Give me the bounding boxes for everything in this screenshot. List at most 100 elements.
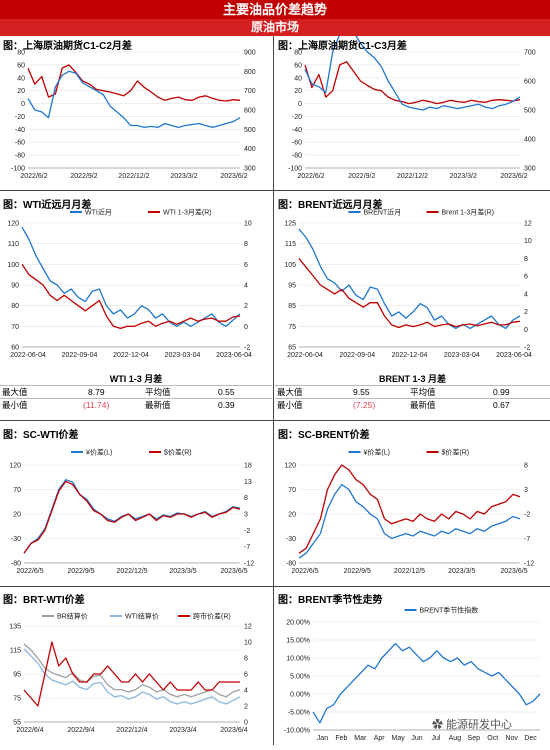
chart-c6: 120 70 20 -30 -80 8 3 -2 -7 -12 2022/6/5 2022/9/5 20… <box>284 448 534 576</box>
y-tick-label-left: 115 <box>10 648 21 655</box>
chart-title: 图：WTI近远月月差 <box>3 200 92 211</box>
chart-title: 图：上海原油期货C1-C3月差 <box>278 41 407 52</box>
y-tick-label-right: 8 <box>244 656 248 663</box>
max-label: 最大值 <box>2 387 28 397</box>
avg-value: 0.99 <box>493 387 510 397</box>
series-line <box>27 70 241 129</box>
y-tick-label-left: 70 <box>288 487 296 494</box>
min-label: 最小值 <box>2 400 28 410</box>
y-tick-label-right: 300 <box>524 166 536 173</box>
latest-value: 0.39 <box>218 400 235 410</box>
chart-title: 图：BRT-WTI价差 <box>3 595 85 606</box>
y-tick-label-left: 120 <box>7 221 19 228</box>
x-tick-label: 2023/3/4 <box>169 727 196 734</box>
series-line <box>298 257 521 329</box>
y-tick-label-left: 70 <box>11 324 19 331</box>
y-tick-label-right: 600 <box>524 79 536 86</box>
y-tick-label-left: -30 <box>286 536 296 543</box>
y-tick-label-right: 10 <box>524 238 532 245</box>
y-tick-label-left: 90 <box>11 283 19 290</box>
y-tick-label-left: -5.00% <box>288 710 310 717</box>
legend-label: BR结算价 <box>57 612 88 621</box>
y-tick-label-left: 105 <box>284 262 296 269</box>
x-tick-label: 2023-06-04 <box>496 352 532 359</box>
avg-label: 平均值 <box>145 387 171 397</box>
chart-c5: 120 70 20 -30 -80 18 13 8 3 -2 -7 -12 2022/6/5 2022/9… <box>9 448 254 576</box>
y-tick-label-left: 60 <box>17 62 25 69</box>
series-line <box>23 643 241 698</box>
y-tick-label-right: 0 <box>244 324 248 331</box>
series-line <box>21 226 241 327</box>
row-divider <box>0 190 550 191</box>
chart-title: 图：BRENT近远月月差 <box>278 200 383 211</box>
max-value: 8.79 <box>88 387 105 397</box>
x-tick-label: 2022/12/5 <box>116 568 147 575</box>
y-tick-label-left: -40 <box>292 127 302 134</box>
series-line <box>298 228 521 330</box>
y-tick-label-left: -80 <box>15 153 25 160</box>
x-tick-label: 2023/6/5 <box>500 568 527 575</box>
latest-label: 最新值 <box>410 400 436 410</box>
y-tick-label-right: 400 <box>524 137 536 144</box>
y-tick-label-right: 2 <box>524 309 528 316</box>
x-tick-label: Aug <box>449 735 462 742</box>
x-tick-label: 2023/3/2 <box>450 173 477 180</box>
y-tick-label-left: 80 <box>11 303 19 310</box>
y-tick-label-right: -2 <box>244 528 250 535</box>
y-tick-label-left: 20 <box>17 88 25 95</box>
chart-panel-brent: 图：BRENT近远月月差 125 115 105 95 85 75 65 12 10 8 6 4 2 0 -… <box>275 195 550 367</box>
y-tick-label-left: 80 <box>294 50 302 57</box>
y-tick-label-left: 100 <box>7 262 19 269</box>
y-tick-label-left: 0 <box>298 101 302 108</box>
x-tick-label: 2023/6/4 <box>220 727 247 734</box>
x-tick-label: 2022-09-04 <box>339 352 375 359</box>
y-tick-label-left: 20.00% <box>286 620 310 627</box>
chart-c2: 80 60 40 20 0 -20 -40 -60 -80 -100 700 600 500 400 300… <box>288 28 536 180</box>
x-tick-label: 2023-03-04 <box>444 352 480 359</box>
y-tick-label-left: 125 <box>284 221 296 228</box>
y-tick-label-right: 8 <box>244 241 248 248</box>
x-tick-label: 2023/6/2 <box>500 173 527 180</box>
x-tick-label: 2023-06-04 <box>216 352 252 359</box>
y-tick-label-right: 8 <box>244 495 248 502</box>
y-tick-label-right: 13 <box>244 479 252 486</box>
y-tick-label-right: -7 <box>244 544 250 551</box>
x-tick-label: 2022/6/4 <box>16 727 43 734</box>
legend-label: WTI结算价 <box>125 612 159 621</box>
y-tick-label-left: -20 <box>15 114 25 121</box>
y-tick-label-left: -60 <box>292 140 302 147</box>
y-tick-label-right: 10 <box>244 640 252 647</box>
x-tick-label: 2023-03-04 <box>165 352 201 359</box>
y-tick-label-left: 20 <box>288 512 296 519</box>
chart-title: 图：SC-WTI价差 <box>3 430 79 441</box>
x-tick-label: Sep <box>468 735 481 742</box>
x-tick-label: 2023/3/5 <box>448 568 475 575</box>
y-tick-label-left: 10.00% <box>286 656 310 663</box>
x-tick-label: 2022-12-04 <box>392 352 428 359</box>
y-tick-label-left: -20 <box>292 114 302 121</box>
x-tick-label: Jan <box>317 735 328 742</box>
avg-value: 0.55 <box>218 387 235 397</box>
series-line <box>304 61 521 105</box>
x-tick-label: 2022/9/5 <box>67 568 94 575</box>
y-tick-label-right: 900 <box>244 50 256 57</box>
x-tick-label: 2022/9/4 <box>67 727 94 734</box>
y-tick-label-left: -10.00% <box>284 728 310 735</box>
chart-c1: 80 60 40 20 0 -20 -40 -60 -80 -100 900 800 700 600 500… <box>11 50 256 181</box>
series-line <box>21 263 241 330</box>
x-tick-label: Apr <box>374 735 386 742</box>
chart-c8: 20.00% 15.00% 10.00% 5.00% 0.00% -5.00% -10.00… <box>284 606 541 742</box>
y-tick-label-left: 40 <box>17 75 25 82</box>
y-tick-label-left: 110 <box>8 241 19 248</box>
y-tick-label-right: -2 <box>524 512 530 519</box>
y-tick-label-right: -2 <box>244 345 250 352</box>
y-tick-label-left: 95 <box>288 283 296 290</box>
y-tick-label-right: 8 <box>524 463 528 470</box>
y-tick-label-right: 8 <box>524 256 528 263</box>
report-title: 主要油品价差趋势 <box>0 0 550 19</box>
x-tick-label: 2022-12-04 <box>113 352 149 359</box>
x-tick-label: 2022/12/2 <box>397 173 428 180</box>
section-title: 原油市场 <box>0 19 550 36</box>
series-line <box>298 483 521 559</box>
y-tick-label-right: 700 <box>524 50 536 57</box>
